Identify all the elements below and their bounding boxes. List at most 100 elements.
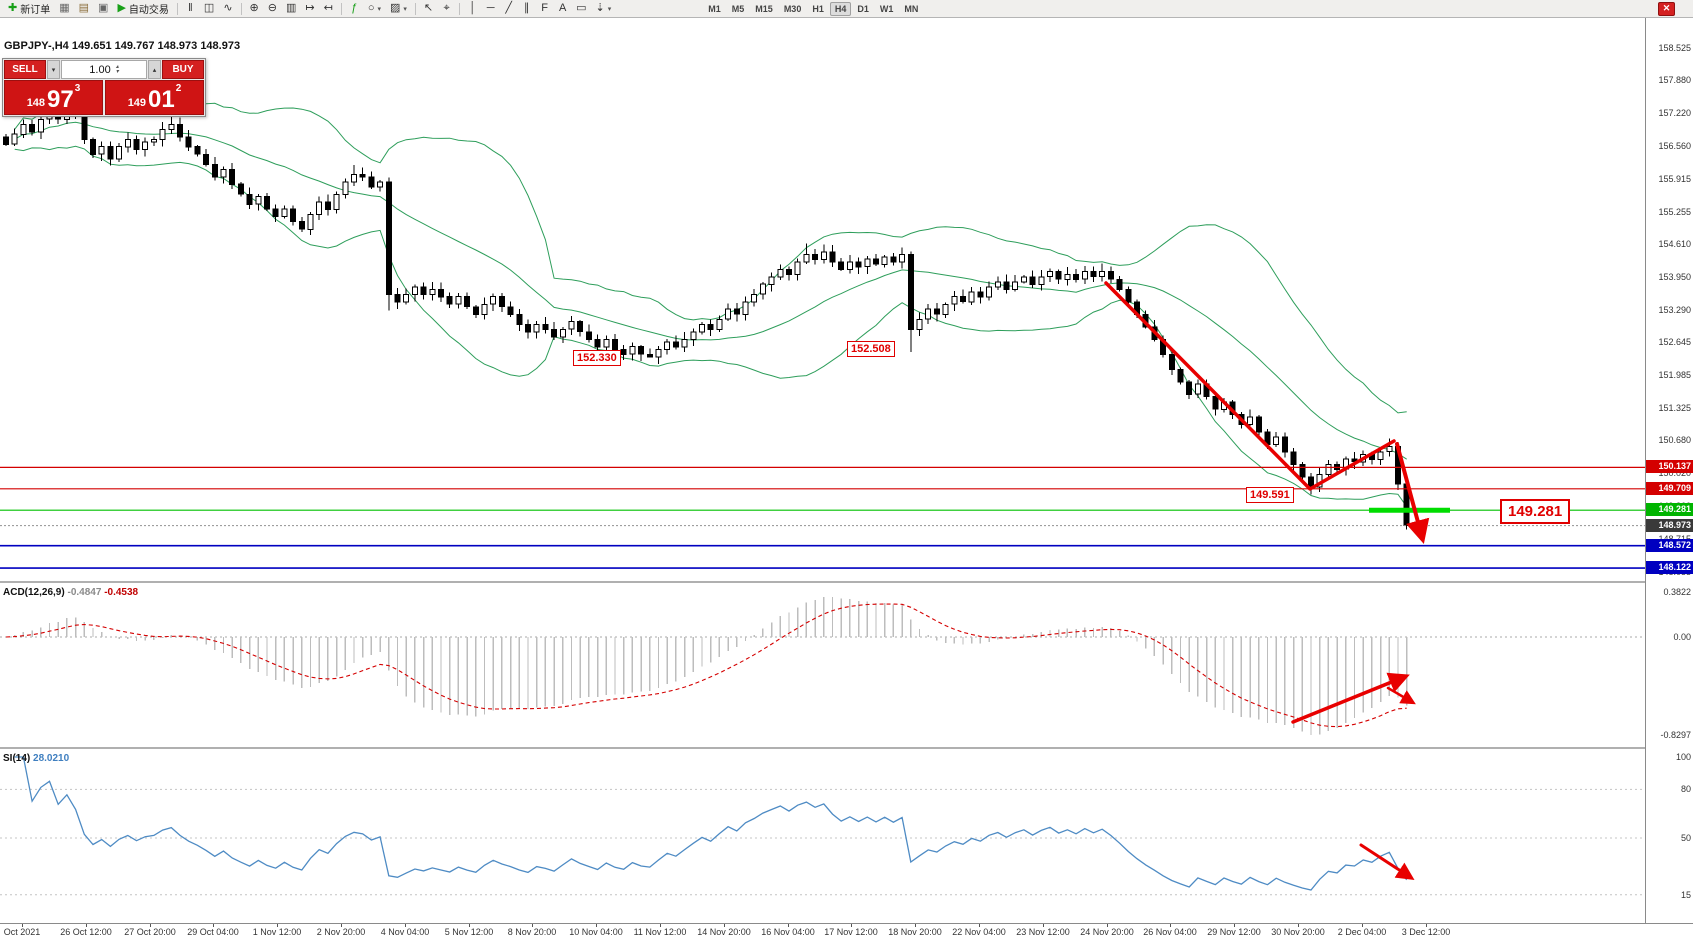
timeframe-h4-button[interactable]: H4 <box>829 1 852 16</box>
volume-increase-button[interactable]: ▴ <box>148 60 161 79</box>
sell-button[interactable]: SELL <box>4 60 46 79</box>
toolbar-separator <box>240 2 242 15</box>
chart-window-button[interactable]: ▦ <box>55 1 73 17</box>
rsi-level-lines <box>0 788 1645 896</box>
toolbar-separator <box>340 2 342 15</box>
macd-histogram <box>13 596 1408 735</box>
label-button[interactable]: ▭ <box>572 1 590 17</box>
text-button[interactable]: A <box>554 1 571 17</box>
bid-point: 3 <box>74 83 81 94</box>
pane-separator[interactable] <box>0 581 1693 583</box>
vertical-line-icon: │ <box>469 2 477 14</box>
time-axis-label: 10 Nov 04:00 <box>569 927 623 937</box>
price-annotation[interactable]: 149.591 <box>1246 487 1294 503</box>
auto-scroll-button[interactable]: ↦ <box>301 1 318 17</box>
price-scale-label: 155.915 <box>1658 174 1691 184</box>
zoom-out-button[interactable]: ⊖ <box>264 1 281 17</box>
tile-windows-button[interactable]: ▥ <box>282 1 300 17</box>
timeframe-h1-button[interactable]: H1 <box>807 2 829 16</box>
timeframe-m15-button[interactable]: M15 <box>750 2 778 16</box>
fibonacci-button[interactable]: F <box>536 1 553 17</box>
time-axis-tick <box>851 924 852 927</box>
time-axis-label: 2 Nov 20:00 <box>316 927 366 937</box>
new-order-icon: ✚ <box>8 2 18 14</box>
time-axis-tick <box>1426 924 1427 927</box>
channel-icon: ∥ <box>523 2 530 14</box>
periods-dropdown[interactable]: ○ ▾ <box>364 1 385 17</box>
volume-down-icon: ▾ <box>115 68 119 75</box>
close-button[interactable]: ✕ <box>1658 1 1675 16</box>
buy-button[interactable]: BUY <box>162 60 204 79</box>
time-axis-label: 3 Dec 12:00 <box>1401 927 1451 937</box>
crosshair-button[interactable]: ⌖ <box>438 1 455 17</box>
price-scale-label: 157.880 <box>1658 75 1691 85</box>
timeframe-m5-button[interactable]: M5 <box>727 2 750 16</box>
macd-indicator-pane[interactable] <box>0 583 1645 747</box>
price-annotation[interactable]: 152.330 <box>573 350 621 366</box>
time-axis-label: 22 Nov 04:00 <box>952 927 1006 937</box>
arrows-dropdown[interactable]: ⇣ ▾ <box>592 1 616 17</box>
ask-handle: 149 <box>127 97 147 109</box>
zoom-out-icon: ⊖ <box>267 2 277 14</box>
templates-icon: ▨ <box>389 2 401 14</box>
data-window-icon: ▣ <box>98 2 109 14</box>
timeframe-m30-button[interactable]: M30 <box>779 2 807 16</box>
timeframe-m1-button[interactable]: M1 <box>703 2 726 16</box>
timeframe-w1-button[interactable]: W1 <box>875 2 899 16</box>
templates-dropdown[interactable]: ▨ ▾ <box>386 1 411 17</box>
candlestick-chart[interactable] <box>0 18 1645 581</box>
bollinger-bands <box>14 96 1408 507</box>
rsi-scale-label: 100 <box>1675 752 1691 762</box>
price-scale-label: 158.525 <box>1658 43 1691 53</box>
macd-scale-label: 0.3822 <box>1663 587 1691 597</box>
volume-dropdown[interactable]: ▾ <box>47 60 60 79</box>
time-axis-label: 26 Oct 12:00 <box>60 927 112 937</box>
time-axis-label: 30 Nov 20:00 <box>1271 927 1325 937</box>
price-annotation[interactable]: 149.281 <box>1500 499 1571 524</box>
pane-separator[interactable] <box>0 747 1693 749</box>
profiles-icon: ▤ <box>78 2 90 14</box>
line-chart-icon: ∿ <box>223 2 233 14</box>
ask-price-button[interactable]: 149 01 2 <box>105 80 204 115</box>
time-axis-tick <box>532 924 533 927</box>
horizontal-line-button[interactable]: ─ <box>482 1 499 17</box>
price-line-badge: 148.572 <box>1646 539 1693 552</box>
indicators-button[interactable]: ƒ <box>346 1 363 17</box>
chart-window-icon: ▦ <box>59 2 70 14</box>
volume-stepper[interactable]: ▴ ▾ <box>115 64 119 75</box>
time-axis[interactable]: Oct 2021 26 Oct 12:00 27 Oct 20:00 29 Oct 0… <box>0 923 1693 938</box>
chart-shift-button[interactable]: ↤ <box>320 1 337 17</box>
volume-input[interactable]: 1.00 ▴ ▾ <box>61 60 147 79</box>
trendline-button[interactable]: ╱ <box>500 1 517 17</box>
data-window-button[interactable]: ▣ <box>94 1 112 17</box>
price-axis[interactable]: 158.525 157.880 157.220 156.560 155.915 155.2… <box>1645 18 1693 923</box>
profiles-button[interactable]: ▤ <box>75 1 93 17</box>
time-axis-tick <box>915 924 916 927</box>
toolbar: ✚ 新订单 ▦ ▤ ▣ ▶ 自动交易 ‖ ◫ ∿ ⊕ ⊖ ▥ ↦ ↤ ƒ ○ ▾ ▨ ▾ ↖ ⌖ │ ─ ╱ ∥ F A ▭ ⇣ ▾ M1 M5… <box>0 0 1693 18</box>
bid-price-button[interactable]: 148 97 3 <box>4 80 103 115</box>
channel-button[interactable]: ∥ <box>518 1 535 17</box>
vertical-line-button[interactable]: │ <box>464 1 481 17</box>
price-line-badge: 149.709 <box>1646 482 1693 495</box>
label-icon: ▭ <box>576 2 587 14</box>
time-axis-label: 16 Nov 04:00 <box>761 927 815 937</box>
candlestick-chart-button[interactable]: ◫ <box>200 1 218 17</box>
rsi-scale-label: 50 <box>1680 833 1691 843</box>
rsi-indicator-pane[interactable] <box>0 749 1645 923</box>
timeframe-d1-button[interactable]: D1 <box>852 2 874 16</box>
autotrading-button[interactable]: ▶ 自动交易 <box>113 1 172 17</box>
price-scale-label: 155.255 <box>1658 207 1691 217</box>
line-chart-button[interactable]: ∿ <box>219 1 236 17</box>
timeframe-mn-button[interactable]: MN <box>899 2 923 16</box>
zoom-in-button[interactable]: ⊕ <box>246 1 263 17</box>
time-axis-tick <box>86 924 87 927</box>
time-axis-label: Oct 2021 <box>3 927 41 937</box>
rsi-scale-label: 80 <box>1680 784 1691 794</box>
time-axis-tick <box>1170 924 1171 927</box>
cursor-button[interactable]: ↖ <box>420 1 437 17</box>
price-annotation[interactable]: 152.508 <box>847 341 895 357</box>
bars-chart-button[interactable]: ‖ <box>182 1 199 17</box>
new-order-button[interactable]: ✚ 新订单 <box>4 1 54 17</box>
price-scale-label: 157.220 <box>1658 108 1691 118</box>
